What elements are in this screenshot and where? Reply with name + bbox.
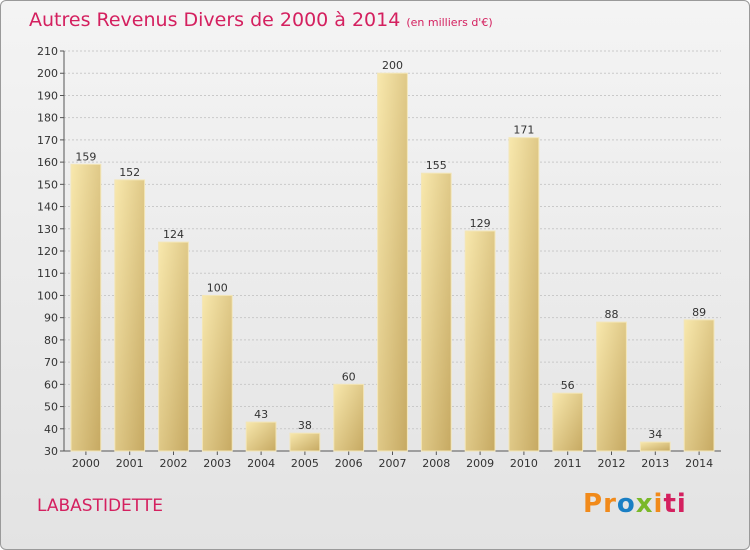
bar [289,432,321,452]
x-tick-label: 2004 [247,457,275,470]
y-tick-label: 100 [37,289,58,302]
y-tick-label: 70 [44,356,58,369]
bar [596,321,627,452]
bar-value-label: 129 [470,217,491,230]
bar-value-label: 124 [163,228,184,241]
x-tick-label: 2001 [116,457,144,470]
bar [70,163,102,452]
y-tick-label: 120 [37,245,58,258]
commune-name: LABASTIDETTE [37,496,164,516]
y-tick-label: 190 [37,89,58,102]
bar-value-label: 100 [207,281,228,294]
bar [639,441,671,452]
y-tick-label: 90 [44,312,58,325]
x-tick-label: 2002 [160,457,188,470]
y-tick-label: 40 [44,423,58,436]
title-unit: (en milliers d'€) [406,16,493,29]
chart-title: Autres Revenus Divers de 2000 à 2014 (en … [29,9,493,31]
bar [377,72,408,452]
bar [201,294,233,452]
x-tick-label: 2000 [72,457,100,470]
bar [508,137,540,452]
x-tick-label: 2012 [598,457,626,470]
bar-layer: 159 152 124 100 43 38 60 200 155 129 171 56 88 34 89 [70,59,715,452]
y-tick-label: 210 [37,45,58,58]
logo-letter: o [616,489,636,519]
x-tick-label: 2007 [379,457,407,470]
y-tick-label: 160 [37,156,58,169]
logo-letter: r [603,489,617,519]
x-tick-label: 2011 [554,457,582,470]
x-tick-label: 2014 [685,457,713,470]
logo-letter: t [663,489,677,519]
y-tick-label: 170 [37,134,58,147]
bar-value-label: 56 [561,379,575,392]
y-tick-label: 140 [37,201,58,214]
x-tick-label: 2013 [641,457,669,470]
bar [245,421,277,452]
bar-value-label: 34 [648,428,662,441]
x-tick-label: 2006 [335,457,363,470]
bar [158,241,189,452]
bar-value-label: 38 [298,419,312,432]
bar [114,179,146,452]
x-tick-label: 2003 [203,457,231,470]
y-tick-label: 150 [37,178,58,191]
bar-value-label: 159 [75,150,96,163]
bar [420,172,452,452]
title-text: Autres Revenus Divers de 2000 à 2014 [29,9,401,31]
x-tick-label: 2010 [510,457,538,470]
bar-value-label: 171 [513,124,534,137]
y-tick-label: 30 [44,445,58,458]
y-tick-label: 80 [44,334,58,347]
y-tick-label: 60 [44,378,58,391]
bar-value-label: 89 [692,306,706,319]
bar-value-label: 43 [254,408,268,421]
bar-value-label: 60 [342,370,356,383]
bar-value-label: 152 [119,166,140,179]
y-tick-label: 130 [37,223,58,236]
x-tick-label: 2009 [466,457,494,470]
x-tick-label: 2008 [422,457,450,470]
x-tick-label: 2005 [291,457,319,470]
bar [683,319,715,452]
y-tick-label: 50 [44,401,58,414]
bar [333,383,365,452]
logo-letter: x [635,489,654,519]
bar-value-label: 200 [382,59,403,72]
logo-letter: i [676,489,687,519]
logo-letter: i [653,489,664,519]
y-tick-label: 180 [37,112,58,125]
y-tick-label: 200 [37,67,58,80]
logo-letter: P [583,489,604,519]
bar [552,392,584,452]
bar-value-label: 88 [605,308,619,321]
bar [464,230,496,452]
proxiti-logo: Proxiti [583,489,687,519]
y-tick-label: 110 [37,267,58,280]
bar-value-label: 155 [426,159,447,172]
